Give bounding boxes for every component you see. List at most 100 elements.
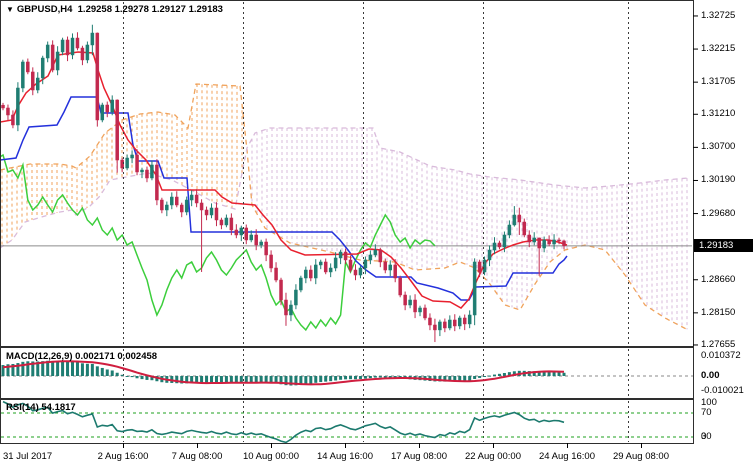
candle-body (170, 196, 174, 206)
candle-body (433, 324, 437, 331)
macd-histogram-bar (75, 362, 79, 376)
time-axis-label: 2 Aug 16:00 (97, 451, 149, 462)
macd-histogram-bar (205, 376, 209, 383)
candle-body (472, 261, 477, 316)
candle-body (70, 37, 75, 56)
macd-histogram-bar (324, 376, 328, 382)
ohlc-values: 1.29258 1.29278 1.29127 1.29183 (77, 4, 223, 15)
macd-histogram-bar (125, 376, 129, 377)
candle-body (100, 104, 105, 121)
candle-body (462, 317, 467, 325)
macd-pane-border (0, 347, 694, 399)
candle-body (209, 207, 214, 216)
candle-body (477, 261, 482, 273)
candle-body (36, 77, 40, 91)
price-axis-label: 1.28150 (701, 306, 736, 318)
candle-body (150, 164, 154, 179)
macd-histogram-bar (264, 376, 268, 383)
macd-histogram-bar (180, 376, 184, 384)
candle-body (140, 169, 144, 173)
candle-body (75, 37, 80, 49)
price-axis-label: 1.30190 (701, 174, 736, 186)
candle-body (532, 237, 536, 243)
candle-body (338, 251, 343, 259)
candle-body (443, 321, 447, 329)
macd-histogram-bar (309, 376, 313, 384)
macd-histogram-bar (294, 376, 298, 386)
macd-histogram-bar (299, 376, 303, 385)
candle-body (547, 239, 551, 245)
senkou-span-b-line (1, 127, 689, 249)
macd-histogram-bar (66, 361, 70, 376)
candle-body (130, 154, 134, 159)
candle-body (204, 209, 209, 216)
candle-body (239, 227, 244, 236)
macd-histogram-bar (130, 376, 134, 378)
macd-histogram-bar (353, 376, 357, 380)
macd-histogram-bar (145, 376, 149, 380)
candle-body (115, 99, 119, 161)
candle-body (294, 289, 298, 306)
candle-body (512, 214, 517, 226)
macd-histogram-bar (358, 376, 362, 379)
candle-body (45, 44, 50, 59)
macd-histogram-bar (21, 361, 25, 376)
macd-histogram-bar (200, 376, 204, 383)
candle-body (95, 32, 100, 121)
macd-histogram-bar (140, 376, 144, 380)
price-axis-label: 1.28660 (701, 273, 736, 285)
senkou-span-a-line (1, 83, 689, 331)
symbol-ohlc-label: ▼ GBPUSD,H4 1.29258 1.29278 1.29127 1.291… (6, 4, 223, 15)
candle-body (457, 317, 462, 327)
macd-histogram-bar (373, 376, 377, 378)
candle-body (323, 261, 328, 273)
candle-body (562, 240, 566, 247)
macd-histogram-bar (329, 376, 333, 382)
kijun-sen-line (1, 96, 568, 301)
candle-body (418, 307, 422, 313)
candle-body (413, 299, 417, 313)
candle-body (383, 261, 388, 271)
candle-body (368, 254, 373, 261)
price-axis-label: 1.30700 (701, 141, 736, 153)
macd-histogram-bar (224, 376, 228, 383)
macd-indicator-label: MACD(12,26,9) 0.002171 0.002458 (6, 351, 158, 362)
main-pane[interactable] (0, 24, 693, 343)
candle-body (467, 314, 472, 325)
macd-axis-label: 0.010372 (701, 349, 741, 361)
price-axis-label: 1.31705 (701, 76, 736, 88)
candle-body (388, 264, 392, 271)
symbol-dropdown-icon[interactable]: ▼ (6, 5, 14, 14)
macd-histogram-bar (368, 376, 372, 379)
candle-body (314, 264, 318, 279)
rsi-pane-border (0, 399, 694, 444)
tenkan-sen-line (1, 51, 568, 309)
macd-histogram-bar (557, 372, 561, 376)
candle-body (333, 257, 338, 269)
macd-histogram-bar (115, 372, 119, 376)
candle-body (309, 269, 313, 279)
macd-axis-label: 0.00 (701, 370, 720, 381)
macd-histogram-bar (46, 360, 50, 376)
candle-body (318, 261, 323, 266)
macd-histogram-bar (175, 376, 179, 384)
macd-histogram-bar (537, 371, 541, 376)
macd-histogram-bar (532, 371, 536, 376)
macd-histogram-bar (473, 376, 477, 379)
rsi-axis-label: 70 (701, 407, 712, 418)
candle-body (214, 207, 219, 221)
macd-histogram-bar (339, 376, 343, 380)
candle-body (408, 299, 412, 306)
candle-body (254, 234, 258, 246)
candle-body (11, 114, 15, 126)
macd-histogram-bar (269, 376, 273, 384)
candle-body (527, 234, 531, 243)
macd-histogram-bar (468, 376, 472, 381)
candle-body (110, 99, 114, 113)
macd-histogram-bar (334, 376, 338, 381)
macd-histogram-bar (90, 363, 94, 376)
candle-body (279, 279, 283, 301)
candle-body (259, 241, 263, 246)
